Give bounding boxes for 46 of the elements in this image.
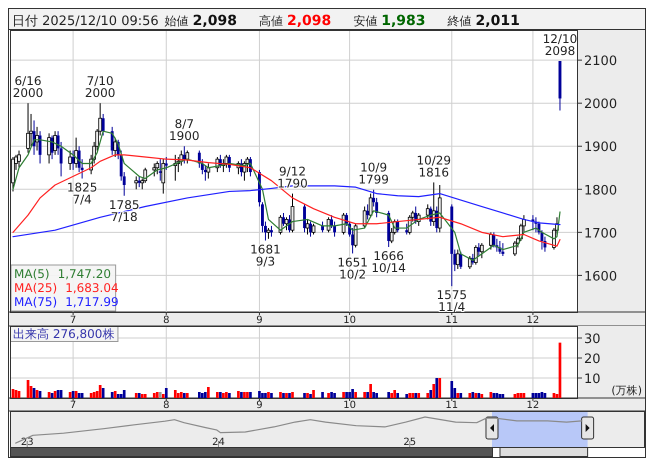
ytick: 1800 xyxy=(584,183,618,198)
xtick: 25 xyxy=(403,437,416,448)
annotation: 10/9 1799 xyxy=(358,160,389,187)
xtick: 12 xyxy=(526,315,540,326)
ylabel: (万株) xyxy=(611,384,642,397)
ytick: 30 xyxy=(584,332,601,347)
annotation: 1785 7/18 xyxy=(108,198,140,224)
annotation: 1666 10/14 xyxy=(371,249,406,275)
annotation: 1681 9/3 xyxy=(250,242,281,269)
title: 日付 2025/12/10 09:56 xyxy=(12,14,159,29)
xtick: 12 xyxy=(526,400,540,411)
xtick: 10 xyxy=(343,400,356,411)
ytick: 1700 xyxy=(584,226,618,242)
header-item: 安値 1,983 xyxy=(353,13,426,29)
xtick: 11 xyxy=(445,400,458,411)
xtick: 23 xyxy=(20,437,34,448)
annotation: 12/10 2098 xyxy=(542,32,578,58)
xtick: 9 xyxy=(256,315,263,326)
xtick: 11 xyxy=(445,315,458,326)
xtick: 24 xyxy=(212,437,225,448)
legend-item: MA(25) 1,683.04 xyxy=(14,281,119,295)
annotation: 1575 11/4 xyxy=(436,288,468,314)
title: 出来高 276,800株 xyxy=(13,327,114,341)
annotation: 10/29 1816 xyxy=(416,153,452,180)
xtick: 8 xyxy=(163,315,170,326)
xtick: 9 xyxy=(256,400,263,411)
header-item: 高値 2,098 xyxy=(258,13,332,29)
annotation: 8/7 1900 xyxy=(169,117,200,144)
xtick: 8 xyxy=(163,400,170,411)
xtick: 10 xyxy=(343,315,356,326)
legend-item: MA(75) 1,717.99 xyxy=(14,295,119,309)
ytick: 2000 xyxy=(584,97,618,112)
xtick: 7 xyxy=(70,400,76,411)
header-item: 終値 2,011 xyxy=(448,13,520,29)
ytick: 20 xyxy=(584,352,601,367)
xtick: 7 xyxy=(70,315,76,326)
ytick: 1900 xyxy=(584,140,618,156)
ytick: 2100 xyxy=(584,54,618,70)
ytick: 1600 xyxy=(584,269,618,284)
ytick: 10 xyxy=(584,372,601,387)
annotation: 6/16 2000 xyxy=(12,74,44,100)
header-item: 始値 2,098 xyxy=(164,13,237,29)
annotation: 7/10 2000 xyxy=(84,74,116,100)
legend-item: MA(5) 1,747.20 xyxy=(14,267,111,281)
annotation: 1825 7/4 xyxy=(66,180,98,207)
annotation: 1651 10/2 xyxy=(337,255,368,282)
